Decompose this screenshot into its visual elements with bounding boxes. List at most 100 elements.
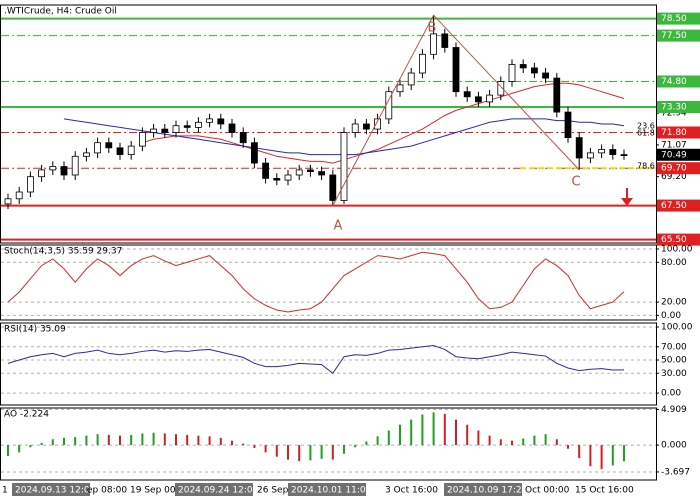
ao-bar xyxy=(242,443,245,446)
fib-label: 78.6 xyxy=(637,162,655,171)
panel-frame xyxy=(0,322,657,406)
ao-bar xyxy=(544,434,547,446)
candle-body xyxy=(351,123,359,133)
level-label: 67.50 xyxy=(661,201,687,211)
ao-bar xyxy=(29,445,32,448)
ao-bar xyxy=(511,440,513,446)
candle-body xyxy=(71,155,79,176)
level-label: 65.50 xyxy=(661,235,687,245)
y-tick-label: 30.00 xyxy=(661,369,687,379)
candle-body xyxy=(138,132,146,147)
candle-body xyxy=(407,72,415,86)
candle-body xyxy=(284,174,292,181)
candle-body xyxy=(217,118,225,125)
candle-body xyxy=(38,169,45,178)
y-tick-label: 72.94 xyxy=(661,109,687,119)
ao-bar xyxy=(18,445,21,453)
level-label-box xyxy=(657,12,700,25)
candle-body xyxy=(329,174,337,201)
ao-bar xyxy=(410,419,413,446)
level-label-box xyxy=(657,126,700,139)
wave-label: A xyxy=(334,219,343,234)
candle-body xyxy=(542,72,549,79)
y-tick-label: 100.00 xyxy=(661,322,693,332)
candle-body xyxy=(60,166,68,176)
candle-body xyxy=(531,67,538,74)
x-tick-label: ep 08:00 xyxy=(87,486,127,496)
date-highlight xyxy=(175,483,253,496)
ao-bar xyxy=(96,434,99,446)
x-tick-label: 2024.09.13 12:00 xyxy=(15,486,96,496)
level-label-box xyxy=(657,199,700,212)
candle-body xyxy=(587,152,594,159)
candle-body xyxy=(306,169,314,172)
y-tick-label: -3.697 xyxy=(661,467,690,477)
ao-bar xyxy=(298,445,301,462)
y-tick-label: 69.20 xyxy=(661,172,687,182)
candle-body xyxy=(49,166,57,171)
ao-bar xyxy=(555,439,558,446)
candle-body xyxy=(262,162,270,179)
ao-bar xyxy=(309,445,312,461)
level-label-box xyxy=(657,233,700,246)
candle-body xyxy=(463,91,471,98)
arrow-head xyxy=(621,198,633,206)
y-tick-label: 80.00 xyxy=(661,258,687,268)
y-tick-label: 20.00 xyxy=(661,298,687,308)
candle-body xyxy=(564,111,572,138)
date-highlight xyxy=(12,483,90,496)
candle-body xyxy=(519,64,527,69)
level-label-box xyxy=(657,29,700,42)
ao-bar xyxy=(331,445,334,460)
candle-body xyxy=(273,177,281,181)
ao-bar xyxy=(600,445,603,470)
wave-label: B xyxy=(428,21,437,36)
ao-bar xyxy=(499,439,502,446)
fib-label: 23.6 xyxy=(637,122,655,131)
candle-body xyxy=(598,149,605,154)
x-tick-label: 26 Sep xyxy=(257,486,289,496)
candle-body xyxy=(340,132,348,201)
candle-body xyxy=(250,142,258,164)
date-highlight xyxy=(288,483,366,496)
candle-body xyxy=(508,64,516,82)
candle-body xyxy=(362,123,370,130)
candle-body xyxy=(228,123,236,133)
ao-bar xyxy=(141,433,144,446)
candle-body xyxy=(105,142,113,149)
ao-bar xyxy=(432,412,435,446)
panel-title: Stoch(14,3,5) 35.59 29.37 xyxy=(4,247,122,257)
level-label-box xyxy=(657,162,700,175)
last-price: 70.49 xyxy=(661,150,687,160)
y-tick-label: 0.000 xyxy=(661,441,687,451)
ao-bar xyxy=(455,419,457,446)
ao-bar xyxy=(466,424,469,446)
candle-body xyxy=(620,154,628,157)
ao-bar xyxy=(208,436,211,446)
x-tick-label: 2024.09.24 12:00 xyxy=(178,486,259,496)
ao-bar xyxy=(488,435,491,446)
candle-body xyxy=(486,94,494,103)
ao-bar xyxy=(175,434,177,446)
panel-frame xyxy=(0,4,657,244)
candle-body xyxy=(575,137,583,159)
level-label: 77.50 xyxy=(661,31,687,41)
ao-bar xyxy=(51,439,54,446)
ao-bar xyxy=(163,433,166,446)
candle-body xyxy=(374,118,382,130)
ao-bar xyxy=(578,445,581,459)
panel-title: RSI(14) 35.09 xyxy=(4,325,66,335)
candle-body xyxy=(116,147,124,156)
x-tick-label: 1 xyxy=(2,486,8,496)
candle-body xyxy=(127,145,135,156)
candle-body xyxy=(609,149,617,155)
level-label: 73.30 xyxy=(661,103,687,113)
candle-body xyxy=(206,118,214,123)
y-tick-label: 50.00 xyxy=(661,356,687,366)
y-tick-label: 0.00 xyxy=(661,389,681,399)
y-tick-label: 100.00 xyxy=(661,244,693,254)
candle-body xyxy=(396,84,404,93)
ao-bar xyxy=(7,445,9,456)
